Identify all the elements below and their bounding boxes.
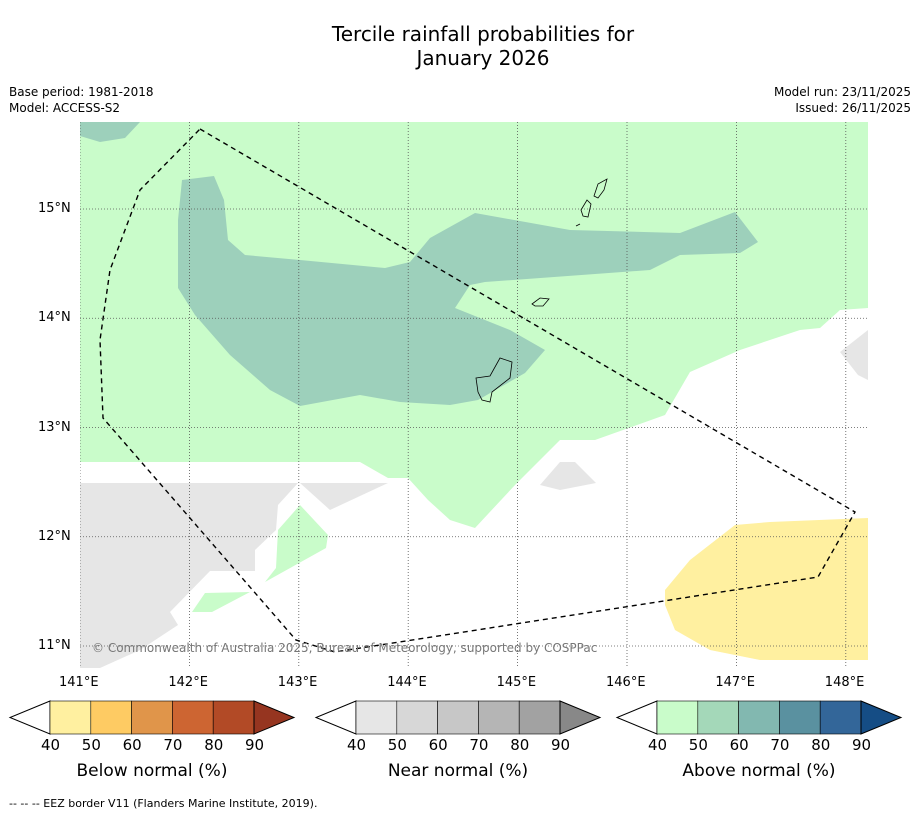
colorbar-segment <box>90 700 132 735</box>
above-normal-40-region <box>192 592 250 612</box>
colorbar-tick-label: 90 <box>551 736 571 754</box>
colorbar-tick-label: 80 <box>510 736 530 754</box>
colorbars <box>8 700 903 735</box>
graticule <box>80 122 868 668</box>
colorbar-3 <box>615 700 903 735</box>
lon-tick-label: 147°E <box>715 675 755 690</box>
lat-tick-label: 11°N <box>38 638 71 653</box>
lon-tick-label: 146°E <box>606 675 646 690</box>
colorbar-segment <box>212 700 255 735</box>
coastlines <box>475 178 608 403</box>
rota-island <box>531 297 550 307</box>
lon-tick-label: 144°E <box>387 675 427 690</box>
colorbar-under-extension <box>8 700 51 735</box>
lon-tick-label: 145°E <box>496 675 537 690</box>
colorbar-tick-label: 60 <box>122 736 142 754</box>
map-title: Tercile rainfall probabilities for Januar… <box>331 22 635 70</box>
colorbar-over-extension <box>253 700 296 735</box>
colorbar-segment <box>396 700 438 735</box>
colorbar-segment <box>779 700 821 735</box>
copyright-notice: © Commonwealth of Australia 2025, Bureau… <box>92 641 598 655</box>
lon-tick-label: 143°E <box>277 675 318 690</box>
colorbar-label: Above normal (%) <box>682 761 836 781</box>
eez-legend-note: -- -- -- EEZ border V11 (Flanders Marine… <box>9 797 318 810</box>
base-period: Base period: 1981-2018 <box>9 85 154 99</box>
saipan-island <box>593 178 608 199</box>
colorbar-tick-label: 80 <box>204 736 224 754</box>
lon-tick-label: 142°E <box>168 675 208 690</box>
colorbar-tick-label: 90 <box>245 736 265 754</box>
lat-tick-label: 15°N <box>38 201 71 216</box>
colorbar-tick-label: 50 <box>688 736 708 754</box>
colorbar-1 <box>8 700 296 735</box>
model-name: Model: ACCESS-S2 <box>9 101 121 115</box>
issued-date: Issued: 26/11/2025 <box>795 101 911 115</box>
colorbar-tick-label: 60 <box>729 736 749 754</box>
colorbar-label: Below normal (%) <box>76 761 228 781</box>
tinian-island <box>580 199 592 218</box>
colorbar-tick-label: 40 <box>41 736 61 754</box>
eez-border <box>99 128 856 653</box>
colorbar-tick-label: 40 <box>347 736 367 754</box>
colorbar-segment <box>131 700 173 735</box>
colorbar-label: Near normal (%) <box>387 761 529 781</box>
above-normal-50-region <box>80 122 140 142</box>
colorbar-tick-label: 80 <box>811 736 831 754</box>
lat-tick-label: 12°N <box>38 528 71 544</box>
above-normal-40-region <box>265 505 328 582</box>
above-normal-50-region <box>178 176 758 406</box>
colorbar-segment <box>355 700 398 735</box>
guam-island <box>475 357 513 403</box>
colorbar-segment <box>518 700 561 735</box>
colorbar-segment <box>697 700 739 735</box>
lon-tick-label: 141°E <box>59 675 99 690</box>
colorbar-2 <box>314 700 602 735</box>
colorbar-tick-label: 50 <box>387 736 407 754</box>
colorbar-tick-label: 50 <box>81 736 101 754</box>
near-normal-40-region <box>840 330 868 380</box>
colorbar-over-extension <box>559 700 602 735</box>
lat-tick-label: 13°N <box>38 419 71 435</box>
colorbar-tick-label: 60 <box>428 736 448 754</box>
colorbar-tick-label: 90 <box>852 736 872 754</box>
colorbar-tick-label: 40 <box>648 736 668 754</box>
colorbar-segment <box>656 700 699 735</box>
colorbar-segment <box>738 700 780 735</box>
below-normal-40-region <box>665 518 868 660</box>
colorbar-segment <box>478 700 520 735</box>
lat-tick-label: 14°N <box>38 310 71 326</box>
colorbar-under-extension <box>615 700 658 735</box>
colorbar-segment <box>172 700 214 735</box>
colorbar-tick-label: 70 <box>469 736 489 754</box>
near-normal-40-region <box>540 462 596 490</box>
colorbar-segment <box>49 700 92 735</box>
near-normal-40-region <box>300 483 388 510</box>
colorbar-under-extension <box>314 700 357 735</box>
colorbar-segment <box>437 700 479 735</box>
colorbar-segment <box>819 700 862 735</box>
lon-tick-label: 148°E <box>824 675 865 690</box>
colorbar-tick-label: 70 <box>163 736 183 754</box>
colorbar-over-extension <box>860 700 903 735</box>
colorbar-tick-label: 70 <box>770 736 790 754</box>
model-run: Model run: 23/11/2025 <box>773 85 911 99</box>
